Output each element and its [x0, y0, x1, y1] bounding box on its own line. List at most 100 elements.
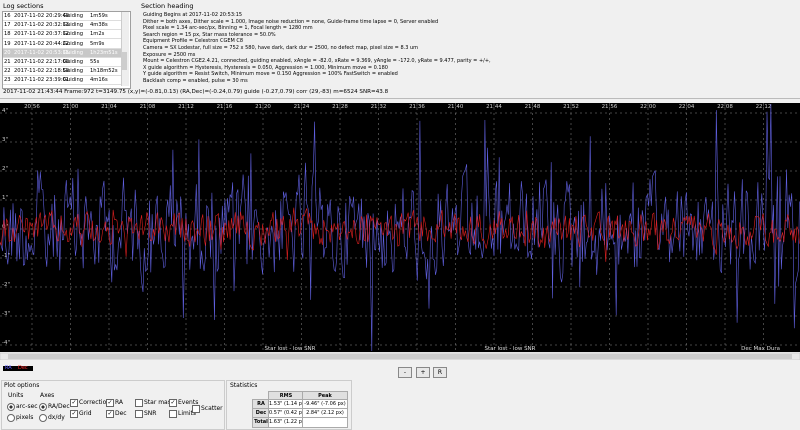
checkbox[interactable]: ✓	[106, 410, 114, 418]
log-cell: 5m9s	[90, 40, 105, 47]
heading-line: Exposure = 2500 ms	[143, 51, 196, 58]
checkbox[interactable]	[135, 410, 143, 418]
checkbox[interactable]	[169, 410, 177, 418]
stats-title: Statistics	[230, 382, 258, 389]
checkbox-label: Corrections	[79, 399, 114, 406]
time-label: 21:32	[371, 104, 387, 110]
log-cell: 2017-11-02 22:17:00	[14, 59, 70, 65]
y-label: -3"	[2, 311, 10, 317]
y-label: 0"	[2, 224, 8, 230]
row-sep	[3, 56, 121, 58]
y-label: 3"	[2, 137, 8, 143]
time-label: 21:44	[486, 104, 502, 110]
plot-scroll-thumb	[8, 354, 792, 359]
log-cell: 2017-11-02 22:18:59	[14, 68, 70, 75]
y-label: -1"	[2, 253, 10, 259]
checkbox-label: Star mass	[144, 399, 174, 406]
separator	[0, 98, 800, 99]
options-title: Plot options	[4, 382, 40, 389]
y-label: -2"	[2, 282, 10, 288]
checkbox-label: Dec	[115, 410, 127, 417]
checkbox-label: Scatter	[201, 405, 223, 412]
heading-line: Camera = SX Lodestar, full size = 752 x …	[143, 45, 419, 51]
time-label: 21:04	[101, 104, 117, 110]
time-label: 21:24	[294, 104, 310, 110]
time-label: 22:08	[717, 104, 733, 110]
log-row[interactable]	[3, 48, 121, 57]
checkbox[interactable]: ✓	[70, 410, 78, 418]
time-label: 21:08	[140, 104, 156, 110]
time-label: 22:00	[640, 104, 656, 110]
log-cell: 2017-11-02 20:29:49	[14, 13, 70, 19]
log-cell: 1h23m51s	[90, 49, 118, 56]
radio-label: RA/Dec	[48, 403, 70, 410]
log-cell: Guiding	[63, 40, 84, 47]
event-label: Dec Max Dura	[741, 346, 780, 352]
log-cell: 1h18m52s	[90, 68, 118, 75]
checkbox[interactable]: ✓	[169, 399, 177, 407]
heading-line: Y guide algorithm = Resist Switch, Minim…	[143, 71, 398, 78]
legend-dec: Dec	[18, 365, 28, 371]
radio-label: dx/dy	[48, 414, 65, 421]
checkbox-label: SNR	[144, 410, 157, 417]
checkbox-label: Limits	[178, 410, 196, 417]
legend-ra: RA	[5, 365, 12, 371]
log-cell: 22	[4, 68, 11, 75]
time-label: 22:12	[756, 104, 772, 110]
checkbox-label: Events	[178, 399, 199, 406]
time-label: 21:56	[602, 104, 618, 110]
time-label: 21:40	[448, 104, 464, 110]
checkbox[interactable]	[135, 399, 143, 407]
log-cell: 2017-11-02 20:53:15	[14, 49, 70, 56]
log-cell: Guiding	[63, 31, 84, 38]
log-cell: 17	[4, 22, 11, 29]
time-label: 21:28	[332, 104, 348, 110]
panel-title: Section heading	[141, 2, 194, 10]
zoom-button[interactable]: -	[398, 367, 412, 378]
status-line: 2017-11-02 21:43:44 Frame:972 t=3149.75 …	[3, 89, 389, 95]
checkbox-label: RA	[115, 399, 124, 406]
radio-label: arc-sec	[16, 403, 38, 410]
row-sep	[3, 29, 121, 31]
y-label: 4"	[2, 108, 8, 114]
event-label: Star lost - low SNR	[265, 346, 316, 352]
panel-title: Log sections	[3, 2, 44, 10]
log-cell: 23	[4, 77, 11, 84]
log-cell: Guiding	[63, 13, 84, 19]
radio[interactable]	[39, 414, 47, 422]
log-cell: 4m16s	[90, 77, 108, 84]
row-sep	[3, 75, 121, 77]
y-label: 2"	[2, 166, 8, 172]
units-label: Units	[8, 392, 24, 399]
radio[interactable]	[7, 403, 15, 411]
log-cell: 1m59s	[90, 13, 108, 19]
time-label: 20:56	[24, 104, 40, 110]
checkbox[interactable]	[192, 405, 200, 413]
log-cell: 18	[4, 31, 11, 38]
time-label: 21:16	[217, 104, 233, 110]
time-label: 21:52	[563, 104, 579, 110]
zoom-button[interactable]: +	[416, 367, 430, 378]
trace	[0, 207, 800, 262]
radio[interactable]	[39, 403, 47, 411]
y-label: -4"	[2, 340, 10, 346]
time-label: 21:36	[409, 104, 425, 110]
row-sep	[3, 84, 121, 86]
log-cell: 19	[4, 40, 11, 47]
log-cell: 4m38s	[90, 22, 108, 29]
row-sep	[3, 47, 121, 49]
legend-swatch	[3, 366, 33, 371]
log-cell: 20	[4, 49, 11, 56]
trace	[0, 103, 800, 352]
checkbox[interactable]: ✓	[70, 399, 78, 407]
heading-line: X guide algorithm = Hysteresis, Hysteres…	[143, 64, 388, 71]
checkbox[interactable]: ✓	[106, 399, 114, 407]
log-cell: Guiding	[63, 59, 84, 65]
time-label: 21:12	[178, 104, 194, 110]
y-label: 1"	[2, 195, 8, 201]
radio[interactable]	[7, 414, 15, 422]
zoom-button[interactable]: R	[433, 367, 447, 378]
log-cell: Guiding	[63, 68, 84, 75]
heading-line: Mount = Celestron CGE2.4.21, connected, …	[143, 58, 491, 65]
